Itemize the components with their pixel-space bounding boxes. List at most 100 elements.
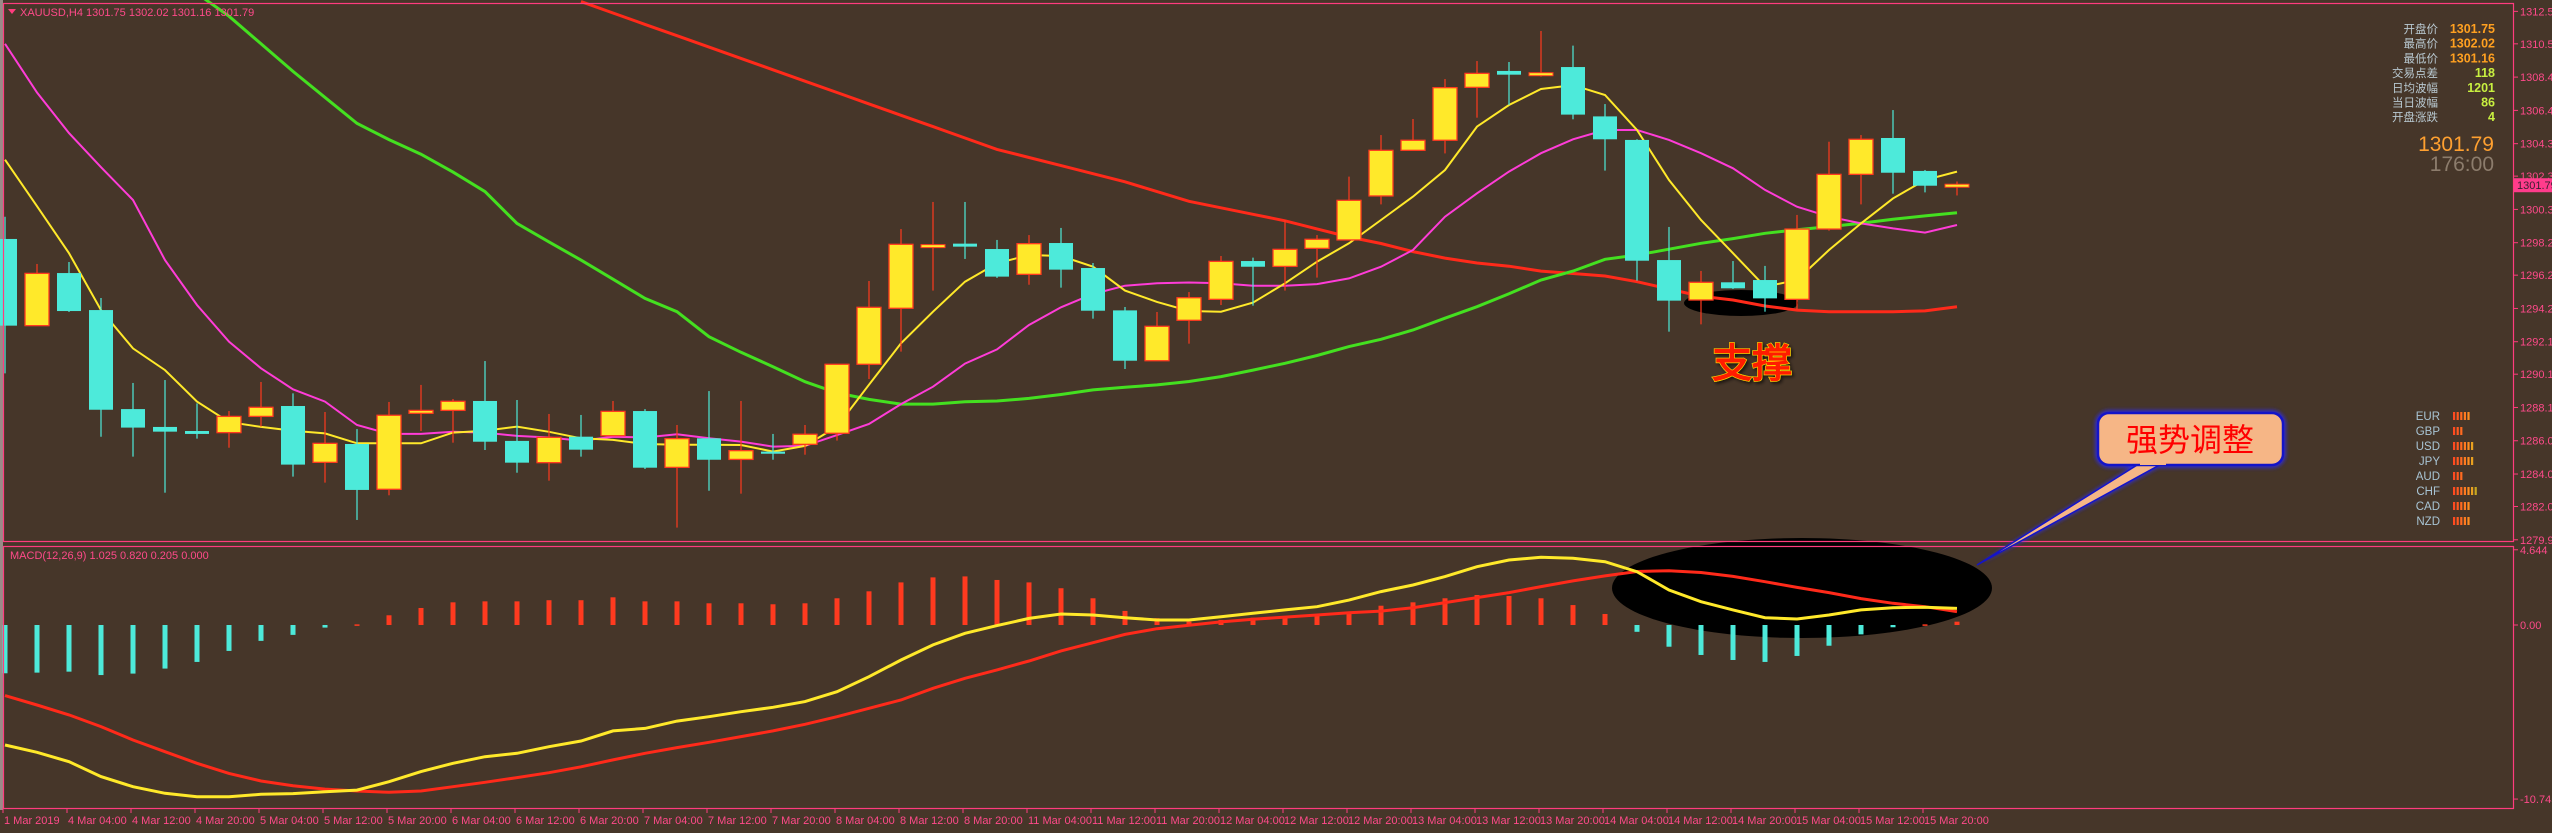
candle[interactable] <box>1816 141 1842 231</box>
time-tick-label: 14 Mar 20:00 <box>1732 815 1797 827</box>
candle-body <box>376 414 402 490</box>
candle[interactable] <box>1081 262 1105 319</box>
candle[interactable] <box>505 400 529 473</box>
price-tick-label: 1279.95 <box>2520 535 2552 547</box>
strength-bar <box>2456 487 2459 495</box>
macd-histogram-bar <box>258 625 264 641</box>
strength-bar <box>2463 442 2466 450</box>
candle[interactable] <box>1464 61 1490 118</box>
triangle-down-icon[interactable] <box>8 9 16 14</box>
candle[interactable] <box>1144 312 1170 362</box>
candle[interactable] <box>888 229 914 352</box>
candle[interactable] <box>440 399 466 443</box>
strength-bar <box>2456 457 2459 465</box>
candle[interactable] <box>697 391 721 491</box>
candle-body <box>728 449 754 461</box>
candle[interactable] <box>216 411 242 448</box>
candle[interactable] <box>600 400 626 437</box>
candle[interactable] <box>1657 226 1681 332</box>
candle[interactable] <box>664 425 690 528</box>
time-tick-label: 12 Mar 12:00 <box>1284 815 1349 827</box>
candle[interactable] <box>633 409 657 469</box>
candle[interactable] <box>1721 261 1745 289</box>
candle-body <box>1304 238 1330 250</box>
info-countdown: 176:00 <box>2430 153 2494 176</box>
candle-body <box>312 442 338 463</box>
candle[interactable] <box>1049 227 1073 288</box>
candle-body <box>824 363 850 434</box>
macd-histogram-bar <box>34 625 40 673</box>
candle[interactable] <box>1272 219 1298 291</box>
strength-bar <box>2453 517 2456 525</box>
candle[interactable] <box>761 433 785 460</box>
candle[interactable] <box>185 403 209 439</box>
candle[interactable] <box>1848 135 1874 205</box>
candle[interactable] <box>281 393 305 477</box>
macd-panel[interactable] <box>2 555 1960 799</box>
candle[interactable] <box>1881 110 1905 194</box>
candle[interactable] <box>312 412 338 483</box>
candle[interactable] <box>1241 257 1265 306</box>
price-tick-label: 1286.05 <box>2520 436 2552 448</box>
candle[interactable] <box>376 401 402 496</box>
candle[interactable] <box>408 384 434 432</box>
candle[interactable] <box>121 382 145 457</box>
candle[interactable] <box>1400 118 1426 151</box>
candle[interactable] <box>1497 62 1521 106</box>
candle[interactable] <box>1784 214 1810 310</box>
candle[interactable] <box>1593 104 1617 171</box>
candle[interactable] <box>728 400 754 494</box>
price-panel[interactable] <box>0 0 1970 528</box>
candle[interactable] <box>0 216 17 374</box>
macd-histogram-bar <box>738 603 744 625</box>
candle[interactable] <box>1753 265 1777 312</box>
candle[interactable] <box>1304 235 1330 278</box>
candle[interactable] <box>1528 31 1554 77</box>
candle[interactable] <box>985 239 1009 278</box>
candle[interactable] <box>824 363 850 441</box>
time-tick-label: 8 Mar 04:00 <box>836 815 895 827</box>
candle-body <box>185 431 209 434</box>
candle[interactable] <box>57 262 81 313</box>
candle[interactable] <box>248 381 274 427</box>
candle[interactable] <box>24 263 50 327</box>
macd-histogram-bar <box>1858 625 1864 635</box>
currency-code: CAD <box>2416 501 2440 513</box>
strength-bar <box>2463 502 2466 510</box>
candle[interactable] <box>1176 292 1202 344</box>
candle[interactable] <box>1944 181 1970 196</box>
candle[interactable] <box>1336 176 1362 241</box>
macd-histogram-bar <box>1922 624 1928 626</box>
strength-bar <box>2453 412 2456 420</box>
candle[interactable] <box>1625 139 1649 281</box>
candle[interactable] <box>953 201 977 259</box>
price-panel-frame <box>2 2 2515 543</box>
macd-histogram-bar <box>162 625 168 669</box>
candle[interactable] <box>856 281 882 380</box>
time-tick-label: 4 Mar 12:00 <box>132 815 191 827</box>
candle[interactable] <box>1688 270 1714 325</box>
candle[interactable] <box>569 414 593 457</box>
candle-body <box>888 243 914 309</box>
left-edge <box>0 0 3 810</box>
candle[interactable] <box>1208 256 1234 306</box>
candle[interactable] <box>89 298 113 437</box>
candle[interactable] <box>473 361 497 450</box>
strength-bar <box>2467 442 2470 450</box>
candle[interactable] <box>153 380 177 493</box>
candle[interactable] <box>1368 135 1394 205</box>
candle-body <box>536 436 562 464</box>
candle[interactable] <box>1016 235 1042 285</box>
info-row-label: 日均波幅 <box>2392 81 2438 95</box>
candle[interactable] <box>1561 45 1585 120</box>
candle-body <box>1241 261 1265 267</box>
current-price-label: 1301.79 <box>2517 180 2552 192</box>
candle[interactable] <box>536 413 562 481</box>
candle[interactable] <box>1113 306 1137 369</box>
candle[interactable] <box>1913 169 1937 193</box>
candle[interactable] <box>792 425 818 455</box>
candle[interactable] <box>920 201 946 291</box>
candle[interactable] <box>345 429 369 520</box>
candle[interactable] <box>1432 79 1458 154</box>
